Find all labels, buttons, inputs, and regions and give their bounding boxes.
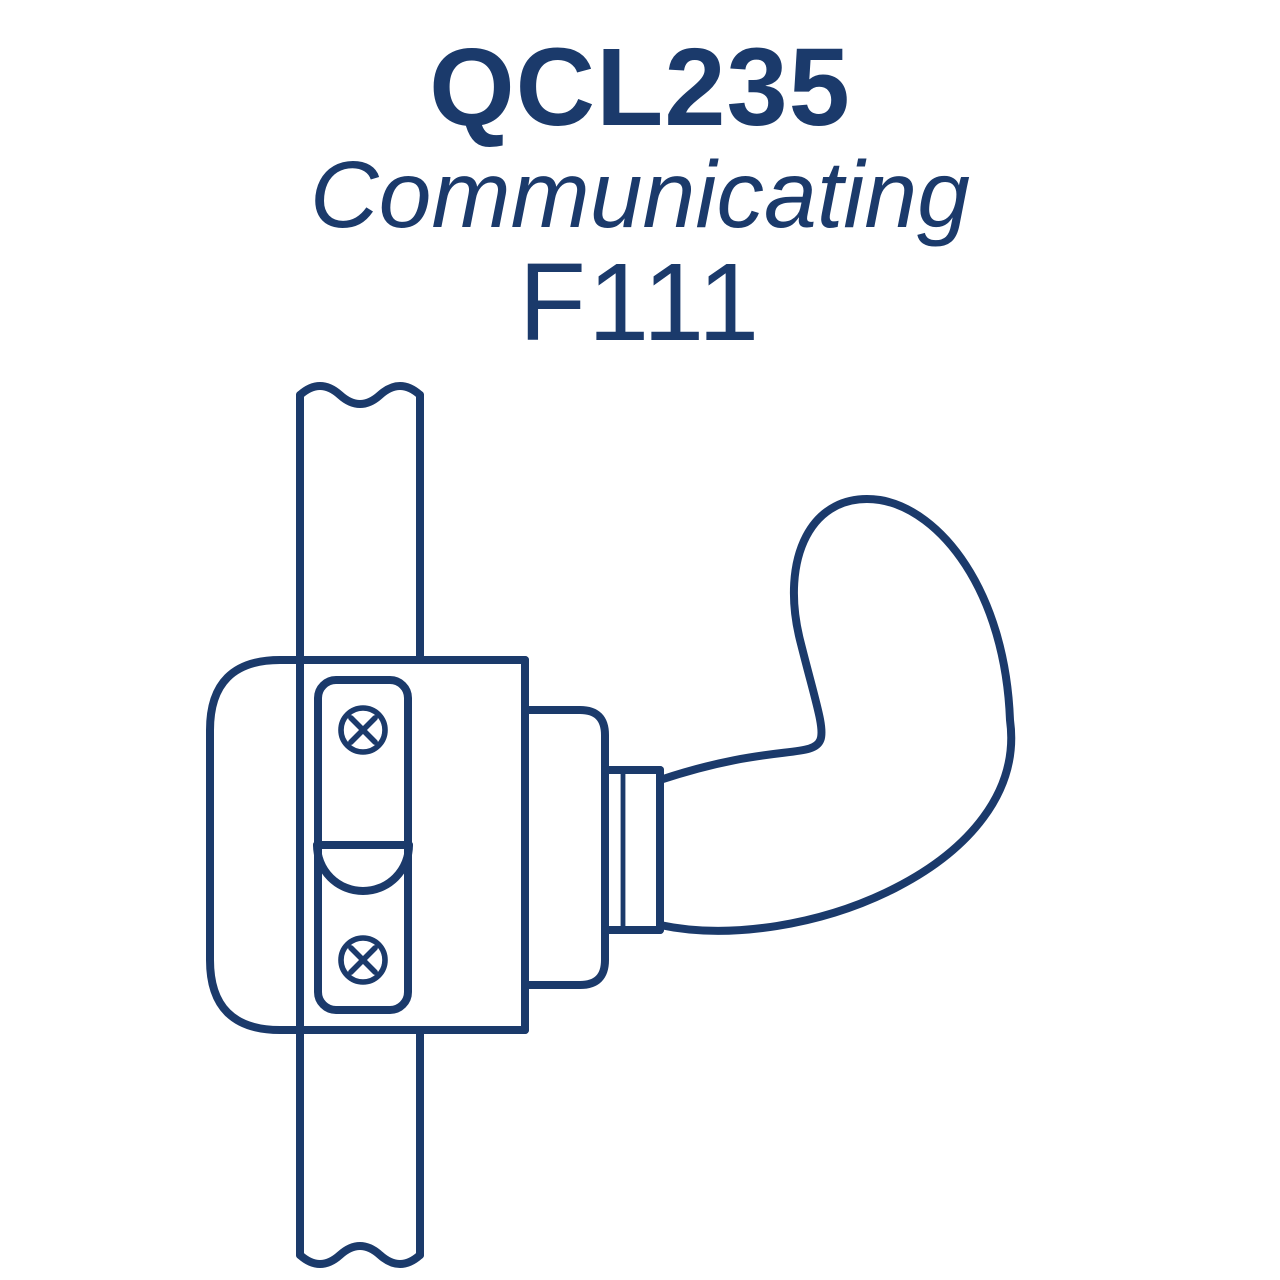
diagram-canvas: QCL235 Communicating F111 [0, 0, 1280, 1280]
lock-line-drawing [0, 0, 1280, 1280]
